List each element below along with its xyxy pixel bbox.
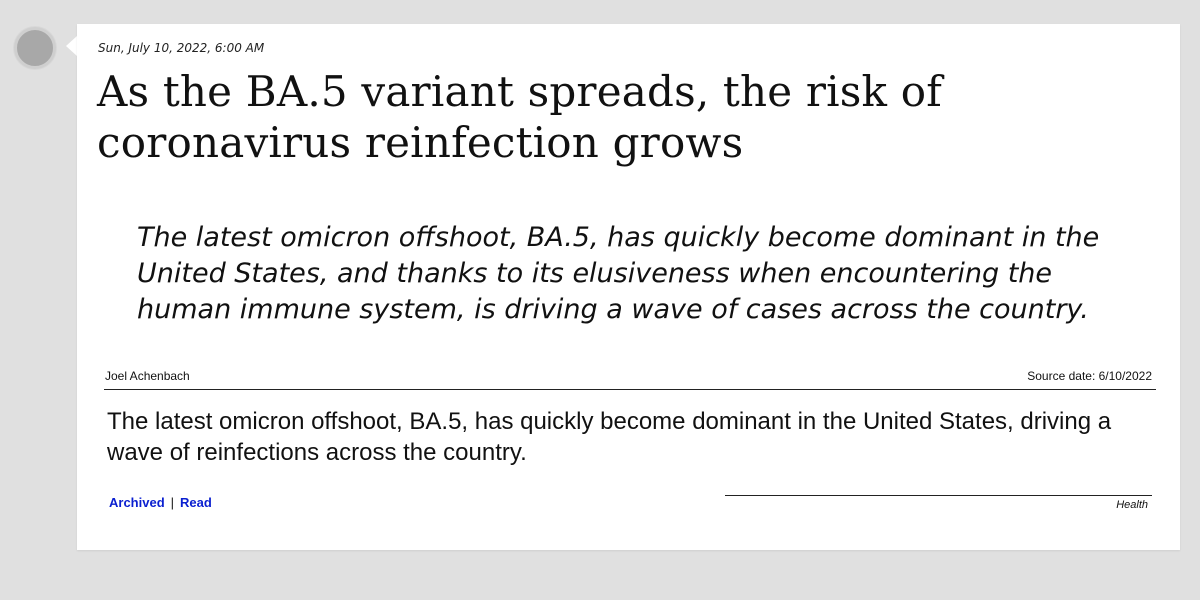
avatar[interactable] [14, 27, 56, 69]
summary-quote: The latest omicron offshoot, BA.5, has q… [137, 222, 1100, 325]
post-card: Sun, July 10, 2022, 6:00 AM As the BA.5 … [77, 24, 1180, 550]
source-date: Source date: 6/10/2022 [1027, 369, 1152, 383]
meta-row: Joel Achenbach Source date: 6/10/2022 [105, 369, 1152, 385]
divider [104, 389, 1156, 390]
body-text: The latest omicron offshoot, BA.5, has q… [107, 408, 1112, 466]
read-link[interactable]: Read [180, 495, 212, 510]
speech-pointer [66, 36, 77, 56]
link-separator: | [170, 495, 175, 510]
post-date: Sun, July 10, 2022, 6:00 AM [98, 41, 265, 55]
headline: As the BA.5 variant spreads, the risk of… [97, 67, 942, 167]
author-name: Joel Achenbach [105, 369, 190, 383]
archived-link[interactable]: Archived [109, 495, 165, 510]
footer-divider [725, 495, 1152, 496]
category-label: Health [1116, 499, 1148, 511]
post-links: Archived | Read [109, 495, 212, 510]
